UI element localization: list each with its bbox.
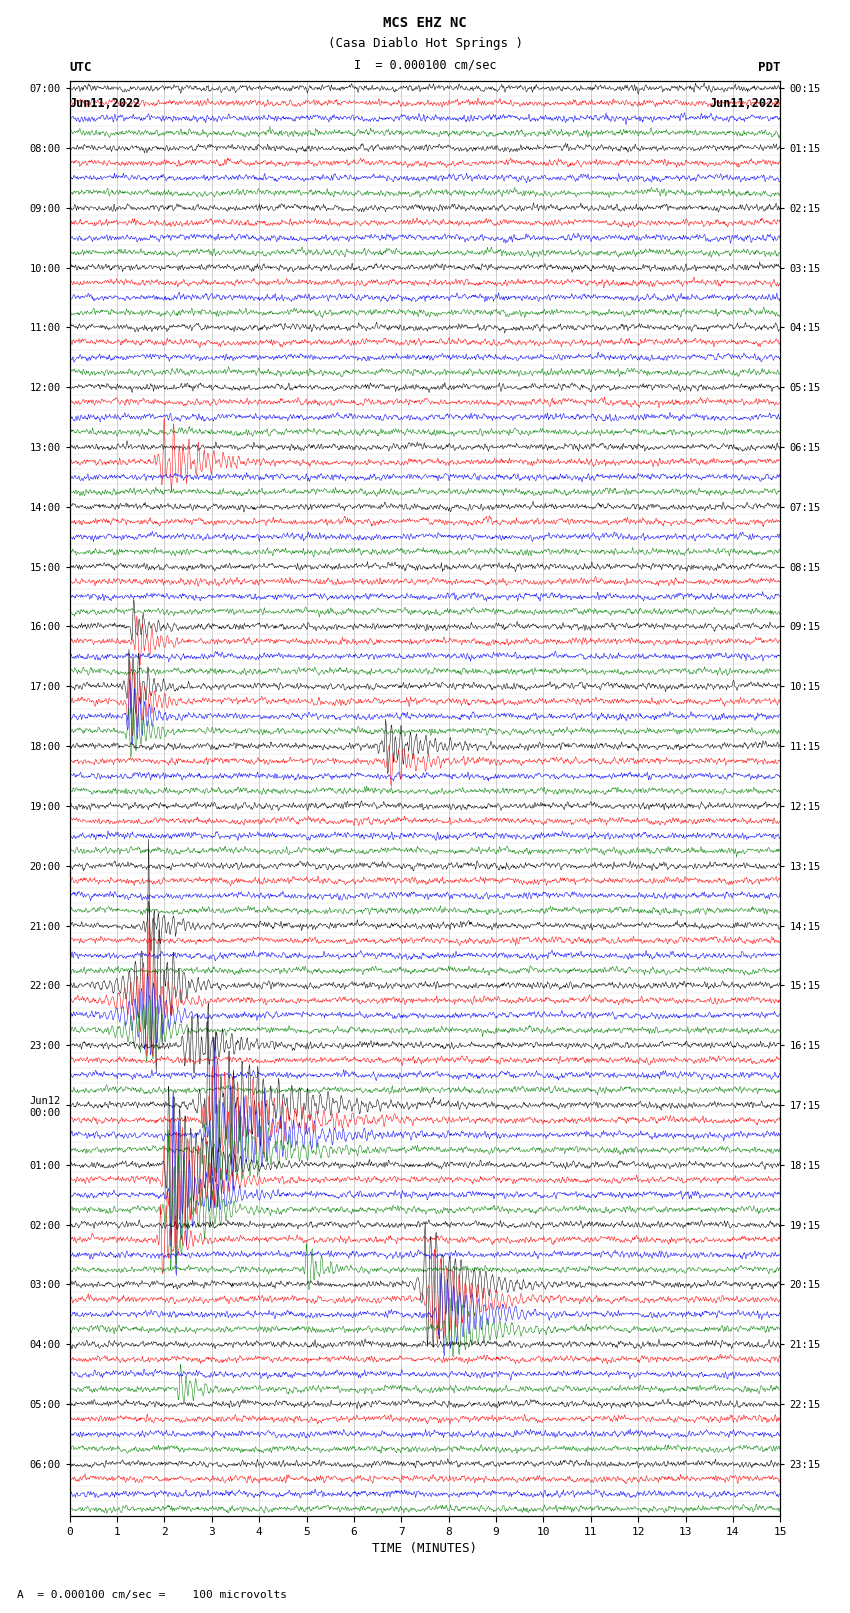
Text: Jun11,2022: Jun11,2022 [709, 97, 780, 110]
Text: Jun11,2022: Jun11,2022 [70, 97, 141, 110]
Text: PDT: PDT [758, 61, 780, 74]
X-axis label: TIME (MINUTES): TIME (MINUTES) [372, 1542, 478, 1555]
Text: MCS EHZ NC: MCS EHZ NC [383, 16, 467, 31]
Text: A  = 0.000100 cm/sec =    100 microvolts: A = 0.000100 cm/sec = 100 microvolts [17, 1590, 287, 1600]
Text: I  = 0.000100 cm/sec: I = 0.000100 cm/sec [354, 58, 496, 71]
Text: (Casa Diablo Hot Springs ): (Casa Diablo Hot Springs ) [327, 37, 523, 50]
Text: UTC: UTC [70, 61, 92, 74]
